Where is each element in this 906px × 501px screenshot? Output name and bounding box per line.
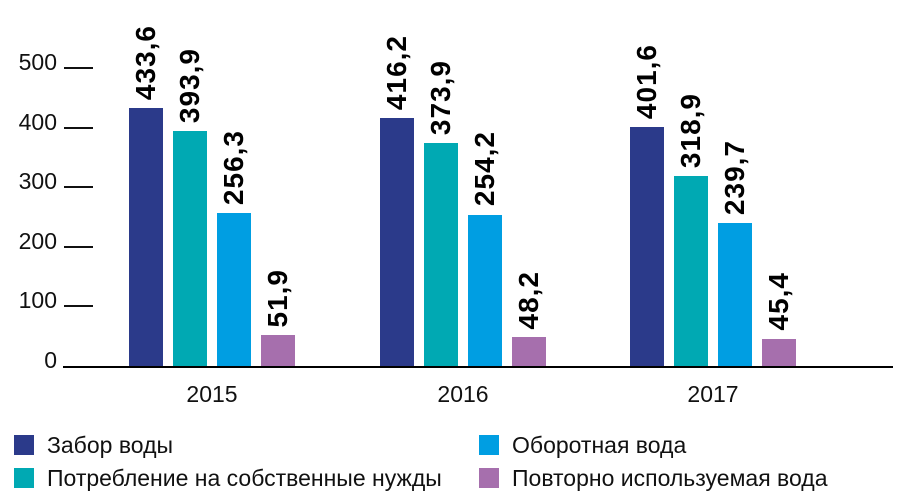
legend-item: Оборотная вода [479,432,687,458]
y-axis-tick [64,126,93,129]
bar-value-label: 318,9 [675,92,706,168]
bar-group: 433,6 393,9 256,3 51,9 [129,0,295,366]
bar-value-label: 433,6 [130,24,161,100]
bar: 51,9 [261,269,295,366]
legend-swatch-icon [479,435,499,455]
bar: 401,6 [630,44,664,366]
legend-item: Забор воды [14,432,174,458]
bar-value-label: 239,7 [719,140,750,216]
legend-label: Потребление на собственные нужды [47,465,442,491]
x-axis-label: 2015 [186,381,238,407]
bar: 373,9 [424,60,458,366]
bar-value-label: 254,2 [469,131,500,207]
y-axis-tick [64,67,93,69]
bar-group: 416,2 373,9 254,2 48,2 [380,0,546,366]
y-axis-label: 200 [18,227,57,254]
x-axis-label: 2016 [437,381,489,407]
bar: 45,4 [762,272,796,366]
bar-value-label: 416,2 [381,34,412,110]
bar: 48,2 [512,271,546,366]
y-axis-tick [64,305,93,308]
bar: 256,3 [217,130,251,366]
y-axis-tick [64,245,93,248]
y-axis-label: 300 [18,168,57,195]
bar-value-label: 45,4 [763,272,794,331]
bar-value-label: 401,6 [631,43,662,119]
bar: 318,9 [674,93,708,366]
bar-group: 401,6 318,9 239,7 45,4 [630,0,796,366]
bar-value-label: 393,9 [174,48,205,124]
y-axis-label: 400 [18,108,57,135]
bar: 433,6 [129,25,163,366]
legend-swatch-icon [14,468,34,488]
legend-swatch-icon [14,435,34,455]
bar: 416,2 [380,35,414,366]
legend-item: Потребление на собственные нужды [14,465,442,491]
bar-value-label: 373,9 [425,60,456,136]
legend-swatch-icon [479,468,499,488]
bar: 393,9 [173,48,207,366]
bar-value-label: 256,3 [218,130,249,206]
legend-label: Забор воды [47,432,174,458]
legend-item: Повторно используемая вода [479,465,828,491]
bar: 239,7 [718,140,752,366]
bar-value-label: 51,9 [262,268,293,328]
x-axis-label: 2017 [687,381,739,407]
y-axis-label: 0 [44,347,57,373]
x-axis-line [63,366,893,368]
y-axis-label: 100 [18,287,57,314]
legend-label: Оборотная вода [512,432,687,458]
bar: 254,2 [468,131,502,366]
y-axis-tick [64,186,93,189]
y-axis-label: 500 [18,49,57,75]
bar-value-label: 48,2 [513,270,544,330]
legend-label: Повторно используемая вода [512,465,828,491]
